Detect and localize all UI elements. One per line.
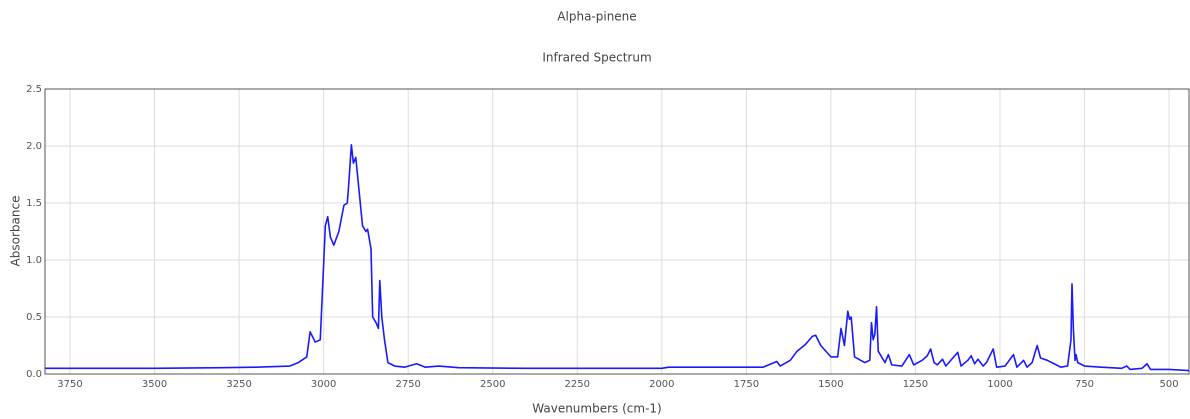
- y-tick-label: 2.5: [26, 84, 42, 95]
- x-tick-label: 1750: [734, 379, 759, 390]
- x-tick-label: 1000: [987, 379, 1012, 390]
- y-tick-label: 1.5: [26, 198, 42, 209]
- y-tick-label: 1.0: [26, 255, 42, 266]
- chart-subtitle: Infrared Spectrum: [542, 51, 651, 65]
- x-axis-label: Wavenumbers (cm-1): [532, 402, 661, 416]
- y-axis-label: Absorbance: [9, 196, 23, 267]
- x-tick-label: 2000: [649, 379, 674, 390]
- x-tick-label: 3000: [311, 379, 336, 390]
- y-tick-label: 2.0: [26, 141, 42, 152]
- x-tick-label: 1250: [903, 379, 928, 390]
- x-tick-label: 3250: [226, 379, 251, 390]
- x-tick-label: 2500: [480, 379, 505, 390]
- x-tick-label: 750: [1075, 379, 1094, 390]
- spectrum-line: [45, 144, 1190, 372]
- x-tick-label: 2750: [395, 379, 420, 390]
- x-tick-label: 3500: [142, 379, 167, 390]
- x-tick-label: 3750: [57, 379, 82, 390]
- x-tick-label: 2250: [565, 379, 590, 390]
- chart-title: Alpha-pinene: [557, 10, 636, 24]
- x-tick-label: 1500: [818, 379, 843, 390]
- y-tick-label: 0.5: [26, 312, 42, 323]
- plot-frame: [44, 88, 1190, 375]
- y-tick-label: 0.0: [26, 369, 42, 380]
- x-tick-label: 500: [1160, 379, 1179, 390]
